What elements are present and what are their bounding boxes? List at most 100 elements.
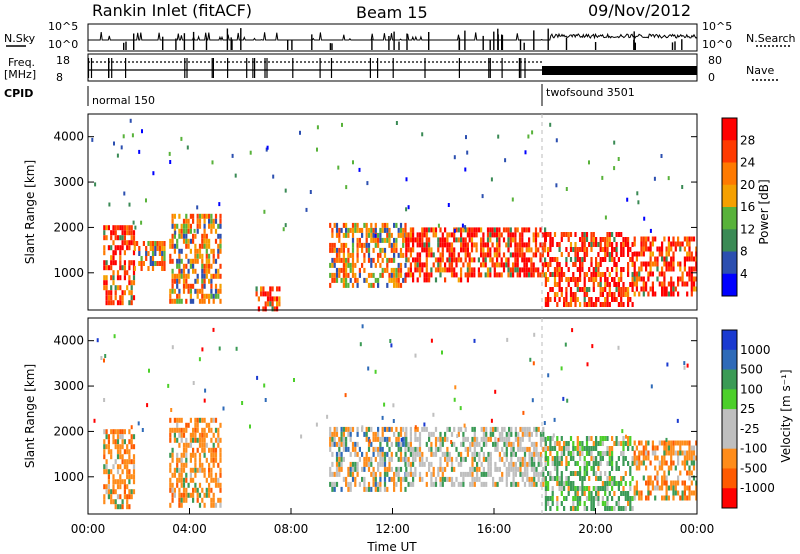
echo-cell [542, 481, 545, 487]
echo-cell [112, 434, 115, 440]
echo-cell [178, 502, 181, 508]
echo-cell [549, 441, 552, 446]
echo-cell [345, 476, 348, 482]
echo-cell [507, 257, 510, 263]
echo-cell [558, 461, 561, 466]
echo-cell [608, 491, 611, 496]
echo-cell [692, 276, 696, 282]
echo-cell [569, 292, 573, 297]
echo-cell [107, 479, 110, 485]
echo-cell [604, 501, 607, 506]
echo-cell [182, 442, 186, 448]
echo-cell [412, 242, 415, 248]
echo-cell [663, 480, 666, 486]
echo-cell [103, 260, 106, 266]
echo-cell [466, 262, 469, 268]
echo-cell [219, 273, 222, 279]
echo-cell [670, 440, 673, 446]
echo-cell [579, 257, 582, 262]
echo-cell [132, 469, 136, 475]
echo-cell [597, 262, 600, 267]
echo-cell [491, 262, 494, 268]
echo-cell [471, 451, 474, 457]
echo-cell [489, 451, 492, 457]
echo-cell [497, 437, 500, 442]
echo-cell [517, 456, 520, 462]
echo-cell [667, 251, 670, 257]
echo-cell [615, 282, 618, 287]
echo-cell [486, 247, 490, 253]
echo-cell [480, 461, 483, 467]
echo-cell [473, 272, 476, 278]
echo-cell [397, 232, 400, 238]
echo-cell [182, 263, 186, 269]
echo-cell [521, 456, 524, 462]
echo-cell [667, 266, 670, 272]
echo-cell [180, 233, 183, 239]
echo-cell [395, 237, 398, 243]
echo-cell [116, 429, 120, 435]
echo-cell [363, 257, 366, 263]
echo-cell [627, 267, 630, 272]
nsky-spike [162, 36, 164, 50]
echo-cell [446, 446, 449, 452]
echo-cell [450, 242, 454, 248]
echo-cell [576, 496, 579, 501]
echo-cell [460, 481, 463, 487]
echo-cell [425, 247, 428, 253]
echo-cell [169, 298, 172, 304]
echo-cell [123, 275, 126, 281]
echo-cell [128, 504, 131, 510]
echo-cell [103, 464, 106, 470]
echo-cell [482, 237, 485, 243]
echo-cell [120, 145, 123, 150]
echo-cell [579, 501, 582, 506]
echo-cell [489, 227, 492, 233]
echo-cell [544, 282, 547, 287]
echo-cell [485, 471, 488, 477]
echo-cell [105, 265, 108, 271]
echo-cell [103, 469, 106, 475]
echo-cell [560, 476, 563, 481]
echo-cell [178, 432, 181, 438]
echo-cell [358, 272, 361, 278]
echo-cell [116, 484, 120, 490]
echo-cell [558, 476, 561, 481]
colorbar-tick-label: -100 [740, 442, 767, 456]
echo-cell [649, 490, 652, 496]
echo-cell [523, 227, 526, 233]
echo-cell [194, 422, 197, 428]
echo-cell [679, 276, 682, 282]
echo-cell [508, 431, 511, 437]
echo-cell [412, 451, 415, 457]
echo-cell [182, 427, 186, 433]
echo-cell [565, 297, 568, 302]
sky-top-right-tick: 10^5 [702, 20, 732, 33]
echo-cell [192, 298, 195, 304]
echo-cell [91, 137, 94, 142]
echo-cell [392, 419, 395, 423]
echo-cell [661, 485, 664, 491]
echo-cell [553, 441, 557, 446]
echo-cell [399, 476, 403, 482]
echo-cell [556, 292, 559, 297]
echo-cell [498, 227, 501, 233]
echo-cell [178, 273, 181, 279]
echo-cell [547, 292, 550, 297]
echo-cell [617, 456, 620, 461]
echo-cell [627, 242, 630, 247]
echo-cell [558, 441, 561, 446]
echo-cell [361, 242, 364, 248]
echo-cell [663, 286, 666, 292]
nsky-spike [594, 42, 597, 50]
echo-cell [542, 446, 545, 452]
echo-cell [205, 268, 208, 274]
echo-cell [622, 242, 625, 247]
echo-cell [116, 494, 120, 500]
echo-cell [521, 476, 524, 482]
echo-cell [611, 436, 614, 441]
echo-cell [656, 445, 659, 451]
echo-cell [645, 445, 648, 451]
echo-cell [677, 291, 680, 297]
echo-cell [397, 252, 400, 258]
